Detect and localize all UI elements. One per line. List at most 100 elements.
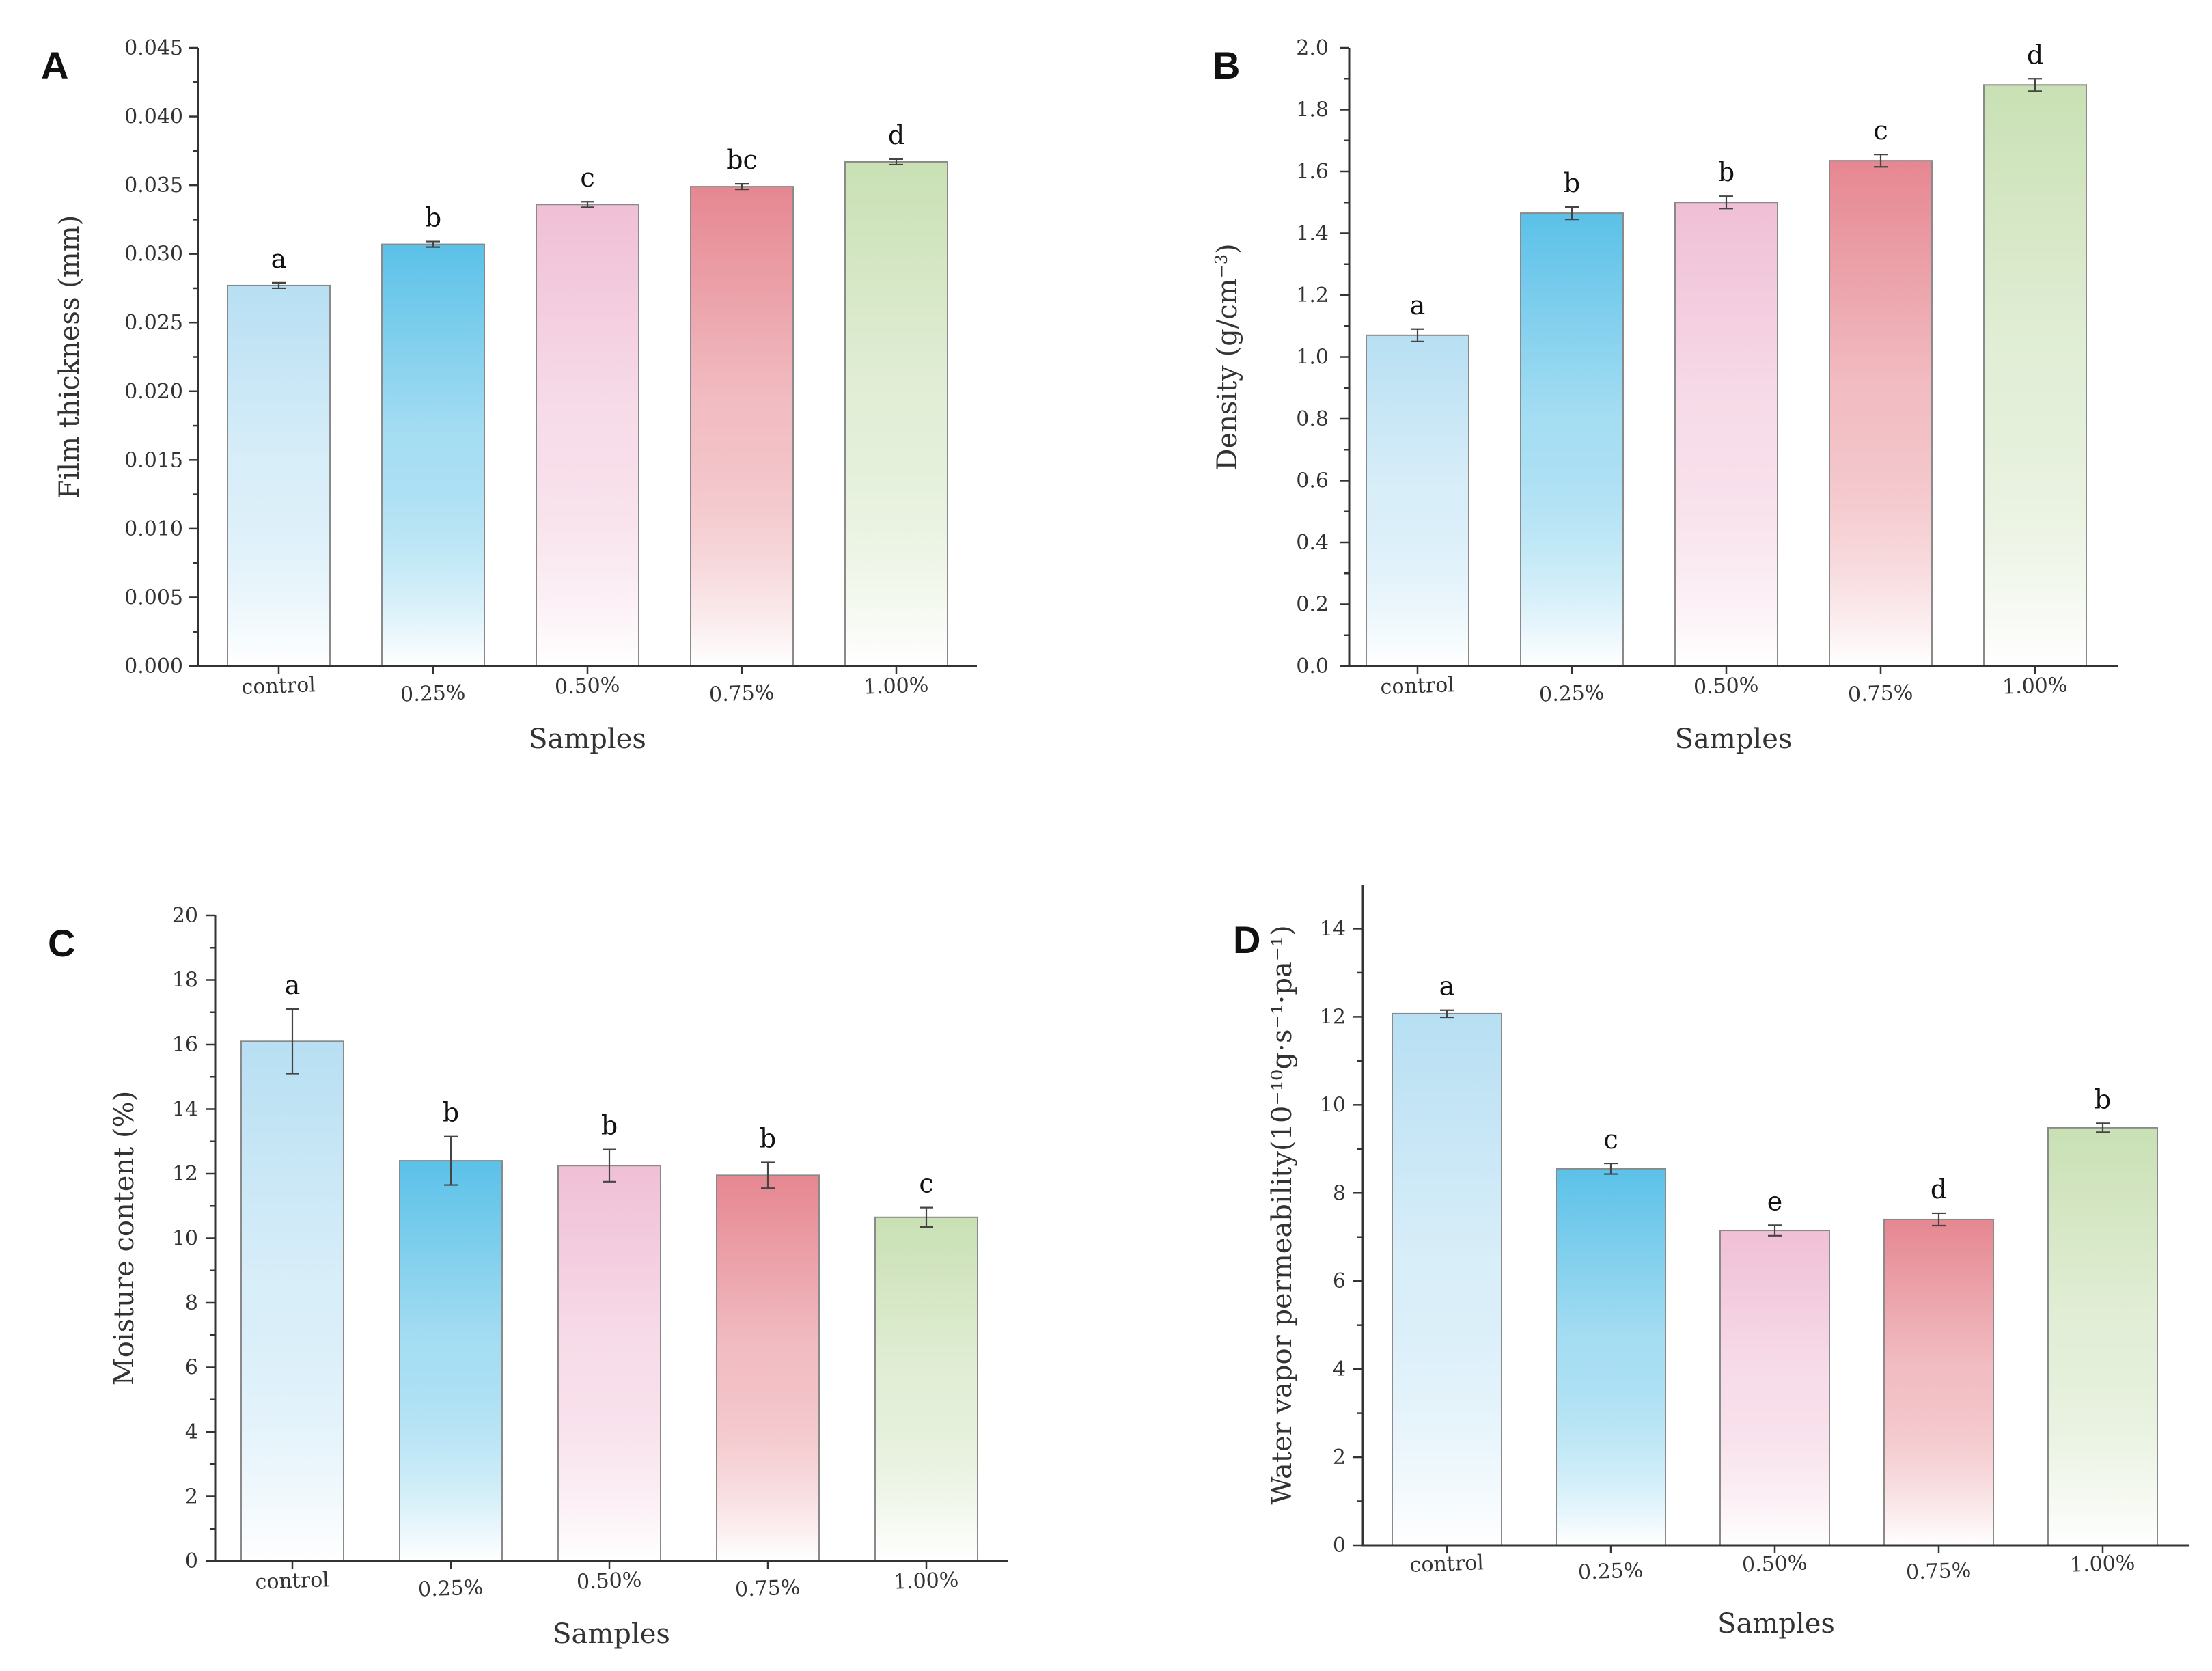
chart-c-y-tick-label: 20 [172, 904, 198, 928]
chart-c-y-tick-label: 14 [172, 1098, 198, 1122]
chart-c-x-tick-label-4: 0.75% [734, 1575, 800, 1601]
chart-b-bar-5 [1983, 84, 2087, 667]
chart-c-y-tick-label: 0 [185, 1549, 198, 1573]
chart-d-significance-label-4: d [1931, 1174, 1947, 1204]
chart-b-x-axis-title: Samples [1675, 723, 1793, 755]
chart-a-y-tick-label: 0.010 [124, 517, 183, 541]
chart-b-x-tick-label-1: control [1380, 673, 1454, 700]
chart-d-bar-3 [1719, 1230, 1830, 1547]
chart-d-significance-label-3: e [1767, 1186, 1783, 1216]
chart-c-y-tick-label: 12 [172, 1162, 198, 1186]
chart-d-y-tick-label: 14 [1320, 917, 1346, 941]
chart-d-x-tick-label-2: 0.25% [1577, 1558, 1643, 1584]
chart-b-y-axis-title-tail: ) [1212, 243, 1243, 254]
chart-b-error-bar-2 [1565, 206, 1579, 221]
chart-c-error-bar-5 [920, 1206, 933, 1228]
chart-c-significance-label-4: b [760, 1123, 776, 1153]
chart-c-x-tick-label-3: 0.50% [576, 1568, 641, 1594]
chart-c-y-tick-label: 18 [172, 969, 198, 993]
chart-d-y-axis-title: Water vapor permeability(10⁻¹⁰g·s⁻¹·pa⁻¹… [1267, 925, 1298, 1504]
chart-d-x-axis-title: Samples [1717, 1608, 1835, 1640]
chart-b-y-axis-title: Density (g/cm−3) [1212, 243, 1243, 470]
chart-a-error-bar-3 [581, 201, 594, 208]
chart-c-y-axis-title-main: Moisture content (%) [109, 1091, 140, 1385]
chart-d-bar-5 [2047, 1127, 2158, 1546]
chart-a-y-tick-label: 0.025 [124, 311, 183, 335]
chart-a-bar-1 [227, 284, 331, 667]
chart-d-x-tick-label-5: 1.00% [2069, 1551, 2135, 1577]
chart-a-error-bar-5 [889, 158, 903, 166]
chart-c-bar-1 [240, 1040, 344, 1562]
chart-a-bar-3 [536, 204, 639, 667]
chart-a-error-bar-2 [426, 240, 440, 248]
chart-c-bar-2 [399, 1160, 503, 1562]
chart-c-x-tick-label-2: 0.25% [417, 1575, 483, 1601]
chart-a-significance-label-4: bc [726, 145, 758, 175]
chart-a-x-tick-label-5: 1.00% [863, 673, 928, 699]
chart-c-y-tick-label: 4 [185, 1420, 198, 1444]
chart-c: Ca control b 0.25% b 0.50% b 0.75% c 1.00% 0 2 4 6 8 10… [48, 904, 1008, 1650]
chart-b-bar-1 [1366, 334, 1469, 667]
chart-a-y-tick-label: 0.040 [124, 105, 183, 129]
chart-d-significance-label-2: c [1603, 1124, 1618, 1155]
chart-b-bar-3 [1674, 202, 1778, 667]
chart-c-bar-5 [874, 1216, 978, 1562]
chart-c-significance-label-2: b [443, 1098, 459, 1128]
chart-d-y-tick-label: 6 [1333, 1269, 1346, 1293]
chart-d-significance-label-5: b [2095, 1084, 2111, 1114]
chart-d-significance-label-1: a [1439, 971, 1455, 1002]
chart-b-y-tick-label: 1.4 [1296, 222, 1329, 246]
chart-c-y-tick-label: 8 [185, 1291, 198, 1315]
chart-c-error-bar-1 [286, 1008, 299, 1075]
chart-a-y-axis-title: Film thickness (mm) [54, 215, 85, 499]
chart-a-bar-2 [381, 243, 485, 667]
chart-b-panel-label: B [1213, 44, 1240, 87]
chart-b-bar-2 [1520, 212, 1624, 667]
chart-c-bar-3 [557, 1165, 661, 1562]
chart-b: Ba control b 0.25% b 0.50% c 0.75% d 1.00% 0.0 0.2 0… [1212, 36, 2118, 755]
chart-a-bar-5 [844, 161, 948, 667]
chart-a-y-tick-label: 0.005 [124, 585, 183, 609]
chart-d: Da control c 0.25% e 0.50% d 0.75% b 1.00% 0 2 4 6 8 10… [1233, 885, 2189, 1640]
chart-c-x-tick-label-1: control [255, 1568, 329, 1594]
chart-a: Aa control b 0.25% c 0.50% bc 0.75% d 1.00% 0.000 0… [41, 36, 977, 755]
chart-c-y-tick-label: 2 [185, 1485, 198, 1509]
chart-a-panel-label: A [41, 44, 68, 87]
chart-b-significance-label-5: d [2027, 40, 2043, 70]
chart-d-error-bar-4 [1932, 1212, 1946, 1227]
chart-d-bar-2 [1556, 1168, 1666, 1547]
chart-b-y-axis-title-superscript: −3 [1212, 254, 1231, 278]
chart-d-y-tick-label: 10 [1320, 1093, 1346, 1117]
chart-b-x-tick-label-5: 1.00% [2002, 673, 2067, 699]
chart-c-significance-label-5: c [919, 1169, 933, 1199]
chart-a-y-tick-label: 0.020 [124, 380, 183, 404]
chart-b-y-tick-label: 2.0 [1296, 36, 1329, 60]
chart-c-y-tick-label: 16 [172, 1033, 198, 1057]
chart-a-y-tick-label: 0.045 [124, 36, 183, 60]
chart-a-x-axis-title: Samples [529, 723, 646, 755]
chart-a-bar-4 [690, 186, 794, 667]
chart-a-error-bar-1 [272, 281, 286, 290]
chart-b-error-bar-5 [2028, 78, 2042, 92]
chart-d-error-bar-5 [2096, 1122, 2110, 1133]
chart-b-significance-label-2: b [1564, 168, 1580, 198]
chart-a-x-tick-label-1: control [241, 673, 316, 700]
chart-d-bar-4 [1883, 1218, 1994, 1546]
chart-b-y-tick-label: 0.8 [1296, 407, 1329, 431]
chart-b-significance-label-3: b [1718, 157, 1734, 187]
chart-c-error-bar-2 [444, 1135, 458, 1186]
chart-d-x-tick-label-1: control [1409, 1551, 1484, 1577]
chart-d-y-tick-label: 2 [1333, 1446, 1346, 1469]
chart-b-significance-label-1: a [1410, 290, 1426, 320]
chart-c-significance-label-3: b [601, 1111, 618, 1141]
chart-b-y-tick-label: 1.6 [1296, 160, 1329, 184]
chart-a-y-tick-label: 0.000 [124, 654, 183, 678]
chart-a-y-tick-label: 0.015 [124, 448, 183, 472]
chart-c-error-bar-4 [761, 1161, 775, 1189]
chart-d-y-axis-title-main: Water vapor permeability(10⁻¹⁰g·s⁻¹·pa⁻¹… [1267, 925, 1298, 1504]
chart-b-y-tick-label: 0.0 [1296, 654, 1329, 678]
chart-a-significance-label-1: a [271, 244, 287, 274]
chart-a-significance-label-2: b [425, 203, 441, 233]
chart-c-y-tick-label: 6 [185, 1356, 198, 1380]
chart-a-significance-label-3: c [580, 163, 594, 193]
